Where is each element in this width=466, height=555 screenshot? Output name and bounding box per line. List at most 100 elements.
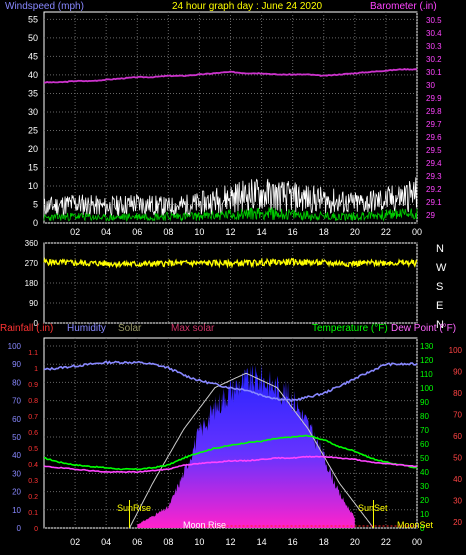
wind-x-tick-label: 22 bbox=[381, 227, 391, 237]
dewpoint-y-tick-label: 60 bbox=[453, 432, 462, 441]
rain-y-tick-label: 0.3 bbox=[28, 478, 38, 485]
wind-y-tick-label: 30 bbox=[28, 107, 38, 117]
barometer-y-tick-label: 30.1 bbox=[426, 68, 442, 77]
temperature-y-tick-label: 60 bbox=[420, 440, 429, 449]
temperature-y-tick-label: 110 bbox=[420, 370, 433, 379]
wind-y-tick-label: 10 bbox=[28, 181, 38, 191]
dewpoint-y-tick-label: 80 bbox=[453, 389, 462, 398]
climate-x-tick-label: 18 bbox=[319, 537, 329, 547]
climate-x-tick-label: 16 bbox=[288, 537, 298, 547]
rain-y-tick-label: 0.1 bbox=[28, 510, 38, 517]
barometer-line bbox=[43, 68, 418, 84]
wind-y-tick-label: 20 bbox=[28, 144, 38, 154]
dewpoint-y-tick-label: 70 bbox=[453, 411, 462, 420]
barometer-y-tick-label: 30.5 bbox=[426, 16, 442, 25]
wind-x-tick-label: 20 bbox=[350, 227, 360, 237]
rain-y-tick-label: 1.1 bbox=[28, 350, 38, 357]
wind-y-tick-label: 5 bbox=[33, 199, 38, 209]
wind-y-tick-label: 45 bbox=[28, 51, 38, 61]
temperature-y-tick-label: 70 bbox=[420, 426, 429, 435]
climate-x-tick-label: 06 bbox=[132, 537, 142, 547]
wind-x-tick-label: 12 bbox=[225, 227, 235, 237]
dewpoint-y-tick-label: 50 bbox=[453, 454, 462, 463]
climate-x-tick-label: 14 bbox=[257, 537, 267, 547]
wind-x-tick-label: 08 bbox=[163, 227, 173, 237]
humidity-y-tick-label: 60 bbox=[12, 415, 21, 424]
rain-y-tick-label: 0.2 bbox=[28, 494, 38, 501]
humidity-y-tick-label: 100 bbox=[8, 342, 22, 351]
humidity-y-tick-label: 90 bbox=[12, 360, 21, 369]
barometer-y-tick-label: 29.9 bbox=[426, 94, 442, 103]
wind-y-tick-label: 25 bbox=[28, 125, 38, 135]
direction-y-tick-label: 90 bbox=[29, 299, 38, 308]
climate-x-tick-label: 08 bbox=[163, 537, 173, 547]
dewpoint-y-ticks: 20 30 40 50 60 70 80 90 100 bbox=[449, 346, 463, 527]
wind-x-tick-label: 16 bbox=[288, 227, 298, 237]
humidity-y-tick-label: 30 bbox=[12, 469, 21, 478]
rain-y-tick-label: 0.6 bbox=[28, 430, 38, 437]
wind-y-tick-label: 35 bbox=[28, 88, 38, 98]
wind-y-tick-label: 55 bbox=[28, 14, 38, 24]
sunset-label: SunSet bbox=[358, 503, 388, 513]
compass-label: S bbox=[436, 281, 443, 293]
humidity-y-tick-label: 50 bbox=[12, 433, 21, 442]
rain-y-tick-label: 0.4 bbox=[28, 462, 38, 469]
temperature-y-tick-label: 120 bbox=[420, 356, 434, 365]
direction-series bbox=[43, 257, 418, 269]
moonrise-label: Moon Rise bbox=[183, 520, 226, 530]
temperature-y-tick-label: 90 bbox=[420, 398, 429, 407]
wind-x-tick-label: 18 bbox=[319, 227, 329, 237]
humidity-y-tick-label: 80 bbox=[12, 378, 21, 387]
barometer-y-tick-label: 29.8 bbox=[426, 107, 442, 116]
barometer-y-tick-label: 30 bbox=[426, 81, 435, 90]
wind-y-ticks: 0 5 10 15 20 25 30 35 40 45 50 55 bbox=[28, 14, 38, 228]
temperature-axis-label: Temperature (°F) bbox=[312, 323, 388, 334]
direction-y-tick-label: 0 bbox=[34, 319, 39, 328]
climate-x-ticks: 02 04 06 08 10 12 14 16 18 20 22 00 bbox=[70, 537, 422, 547]
wind-x-tick-label: 04 bbox=[101, 227, 111, 237]
rain-y-tick-label: 0 bbox=[34, 526, 38, 533]
climate-series bbox=[43, 360, 418, 529]
dewpoint-y-tick-label: 40 bbox=[453, 475, 462, 484]
wind-direction-line bbox=[43, 257, 418, 269]
climate-x-tick-label: 22 bbox=[381, 537, 391, 547]
rain-y-ticks: 0 0.1 0.2 0.3 0.4 0.5 0.6 0.7 0.8 0.9 1 1.1 bbox=[28, 350, 38, 533]
temperature-y-tick-label: 10 bbox=[420, 510, 429, 519]
barometer-y-tick-label: 30.4 bbox=[426, 29, 442, 38]
wind-y-tick-label: 15 bbox=[28, 162, 38, 172]
solar-legend: Solar bbox=[118, 323, 142, 334]
wind-gust-line bbox=[43, 177, 418, 217]
wind-x-tick-label: 02 bbox=[70, 227, 80, 237]
solar-area bbox=[137, 364, 355, 528]
humidity-y-ticks: 0 10 20 30 40 50 60 70 80 90 100 bbox=[8, 342, 22, 533]
wind-series bbox=[43, 68, 418, 223]
temperature-y-tick-label: 40 bbox=[420, 468, 429, 477]
dewpoint-axis-label: Dew Point (°F) bbox=[391, 323, 456, 334]
humidity-y-tick-label: 20 bbox=[12, 488, 21, 497]
max-solar-curve bbox=[129, 372, 374, 529]
chart-title: 24 hour graph day : June 24 2020 bbox=[172, 1, 323, 12]
climate-x-tick-label: 00 bbox=[412, 537, 422, 547]
compass-label: N bbox=[436, 243, 444, 255]
temperature-y-tick-label: 100 bbox=[420, 384, 434, 393]
dewpoint-line bbox=[43, 455, 418, 474]
humidity-y-tick-label: 10 bbox=[12, 506, 21, 515]
climate-x-tick-label: 02 bbox=[70, 537, 80, 547]
barometer-y-tick-label: 30.2 bbox=[426, 55, 442, 64]
wind-x-tick-label: 14 bbox=[257, 227, 267, 237]
compass-label: W bbox=[436, 262, 447, 274]
barometer-y-tick-label: 30.3 bbox=[426, 42, 442, 51]
rainfall-axis-label: Rainfall (.in) bbox=[0, 323, 53, 334]
direction-grid bbox=[44, 242, 418, 324]
wind-average-line bbox=[43, 207, 418, 223]
rain-y-tick-label: 0.5 bbox=[28, 446, 38, 453]
rain-y-tick-label: 0.9 bbox=[28, 382, 38, 389]
direction-y-tick-label: 360 bbox=[25, 239, 39, 248]
humidity-line bbox=[43, 360, 418, 403]
wind-y-tick-label: 0 bbox=[33, 218, 38, 228]
dewpoint-y-tick-label: 90 bbox=[453, 368, 462, 377]
barometer-axis-label: Barometer (.in) bbox=[370, 1, 437, 12]
